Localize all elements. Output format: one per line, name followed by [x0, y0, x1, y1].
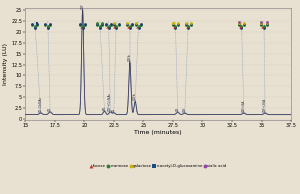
Text: M5: M5	[103, 106, 106, 110]
Text: G0-GlcNAc: G0-GlcNAc	[39, 96, 43, 112]
Text: G0F+GlcNAc: G0F+GlcNAc	[108, 92, 112, 111]
X-axis label: Time (minutes): Time (minutes)	[134, 130, 182, 135]
Text: G1Fb: G1Fb	[128, 53, 132, 61]
Text: G0F: G0F	[81, 3, 85, 9]
Y-axis label: Intensity (LU): Intensity (LU)	[4, 43, 8, 85]
Text: G0: G0	[48, 107, 52, 111]
Legend: fucose, mannose, galactose, n-acetyl-D-glucosamine, sialic acid: fucose, mannose, galactose, n-acetyl-D-g…	[88, 162, 228, 169]
Text: G1: G1	[112, 108, 116, 112]
Text: G2f: G2f	[183, 107, 187, 112]
Text: G2F+2SA: G2F+2SA	[263, 98, 267, 112]
Text: G1Fb: G1Fb	[133, 93, 137, 100]
Text: G2F+SA: G2F+SA	[242, 100, 246, 112]
Text: G2: G2	[176, 107, 180, 111]
